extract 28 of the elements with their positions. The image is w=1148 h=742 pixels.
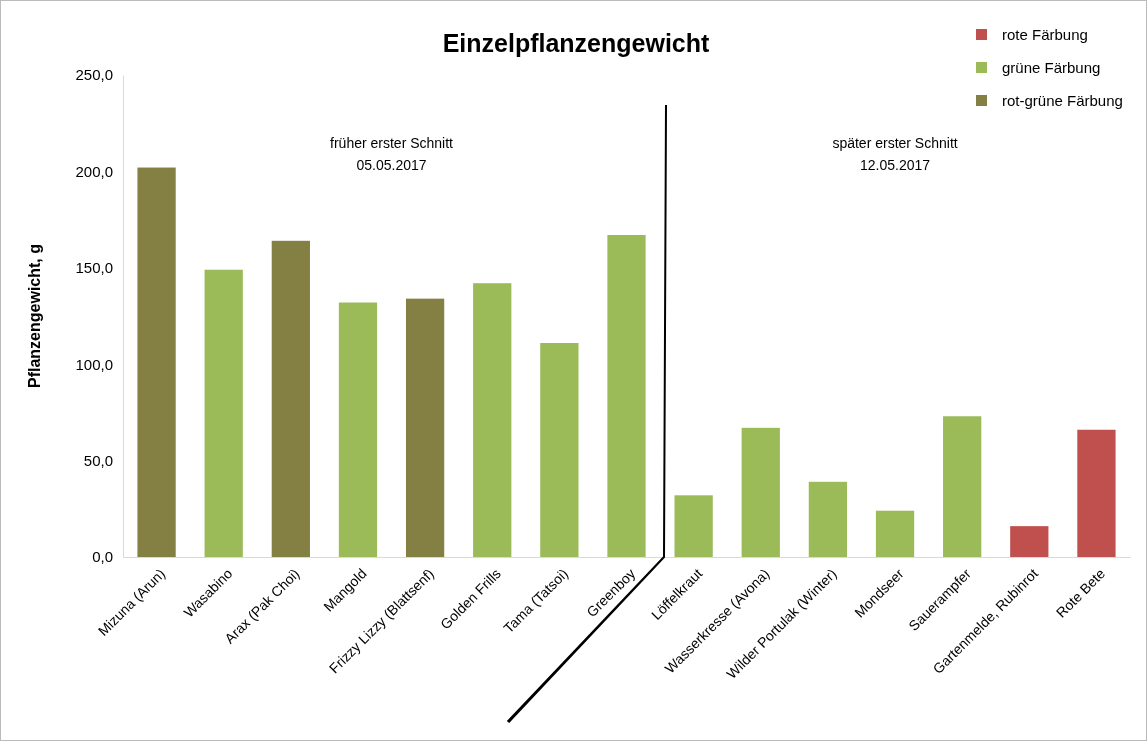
annotation: später erster Schnitt 12.05.2017 (832, 135, 958, 173)
legend-label: grüne Färbung (1002, 59, 1101, 76)
bar (808, 481, 848, 557)
bar (875, 510, 915, 557)
bar (540, 342, 579, 557)
y-axis-title: Pflanzengewicht, g (26, 243, 43, 389)
y-tick-label: 100,0 (75, 355, 113, 373)
bar (607, 235, 646, 557)
annotation: früher erster Schnitt 05.05.2017 (330, 135, 454, 173)
y-tick-label: 0,0 (92, 548, 113, 566)
bar (1010, 526, 1049, 557)
legend-label: rot-grüne Färbung (1002, 92, 1123, 109)
bar (338, 302, 378, 557)
bar (943, 416, 982, 557)
bar (1077, 429, 1116, 557)
y-tick-label: 200,0 (75, 162, 113, 180)
bar (741, 427, 780, 557)
bar (204, 269, 243, 557)
bar (271, 240, 310, 557)
bar (674, 495, 713, 557)
chart-title: Einzelpflanzengewicht (442, 29, 711, 57)
bar (405, 298, 445, 557)
legend-label: rote Färbung (1002, 26, 1088, 43)
y-tick-label: 250,0 (75, 66, 113, 84)
bar (137, 167, 176, 557)
bar (473, 283, 512, 557)
y-tick-label: 150,0 (75, 259, 113, 277)
y-tick-label: 50,0 (83, 451, 113, 469)
